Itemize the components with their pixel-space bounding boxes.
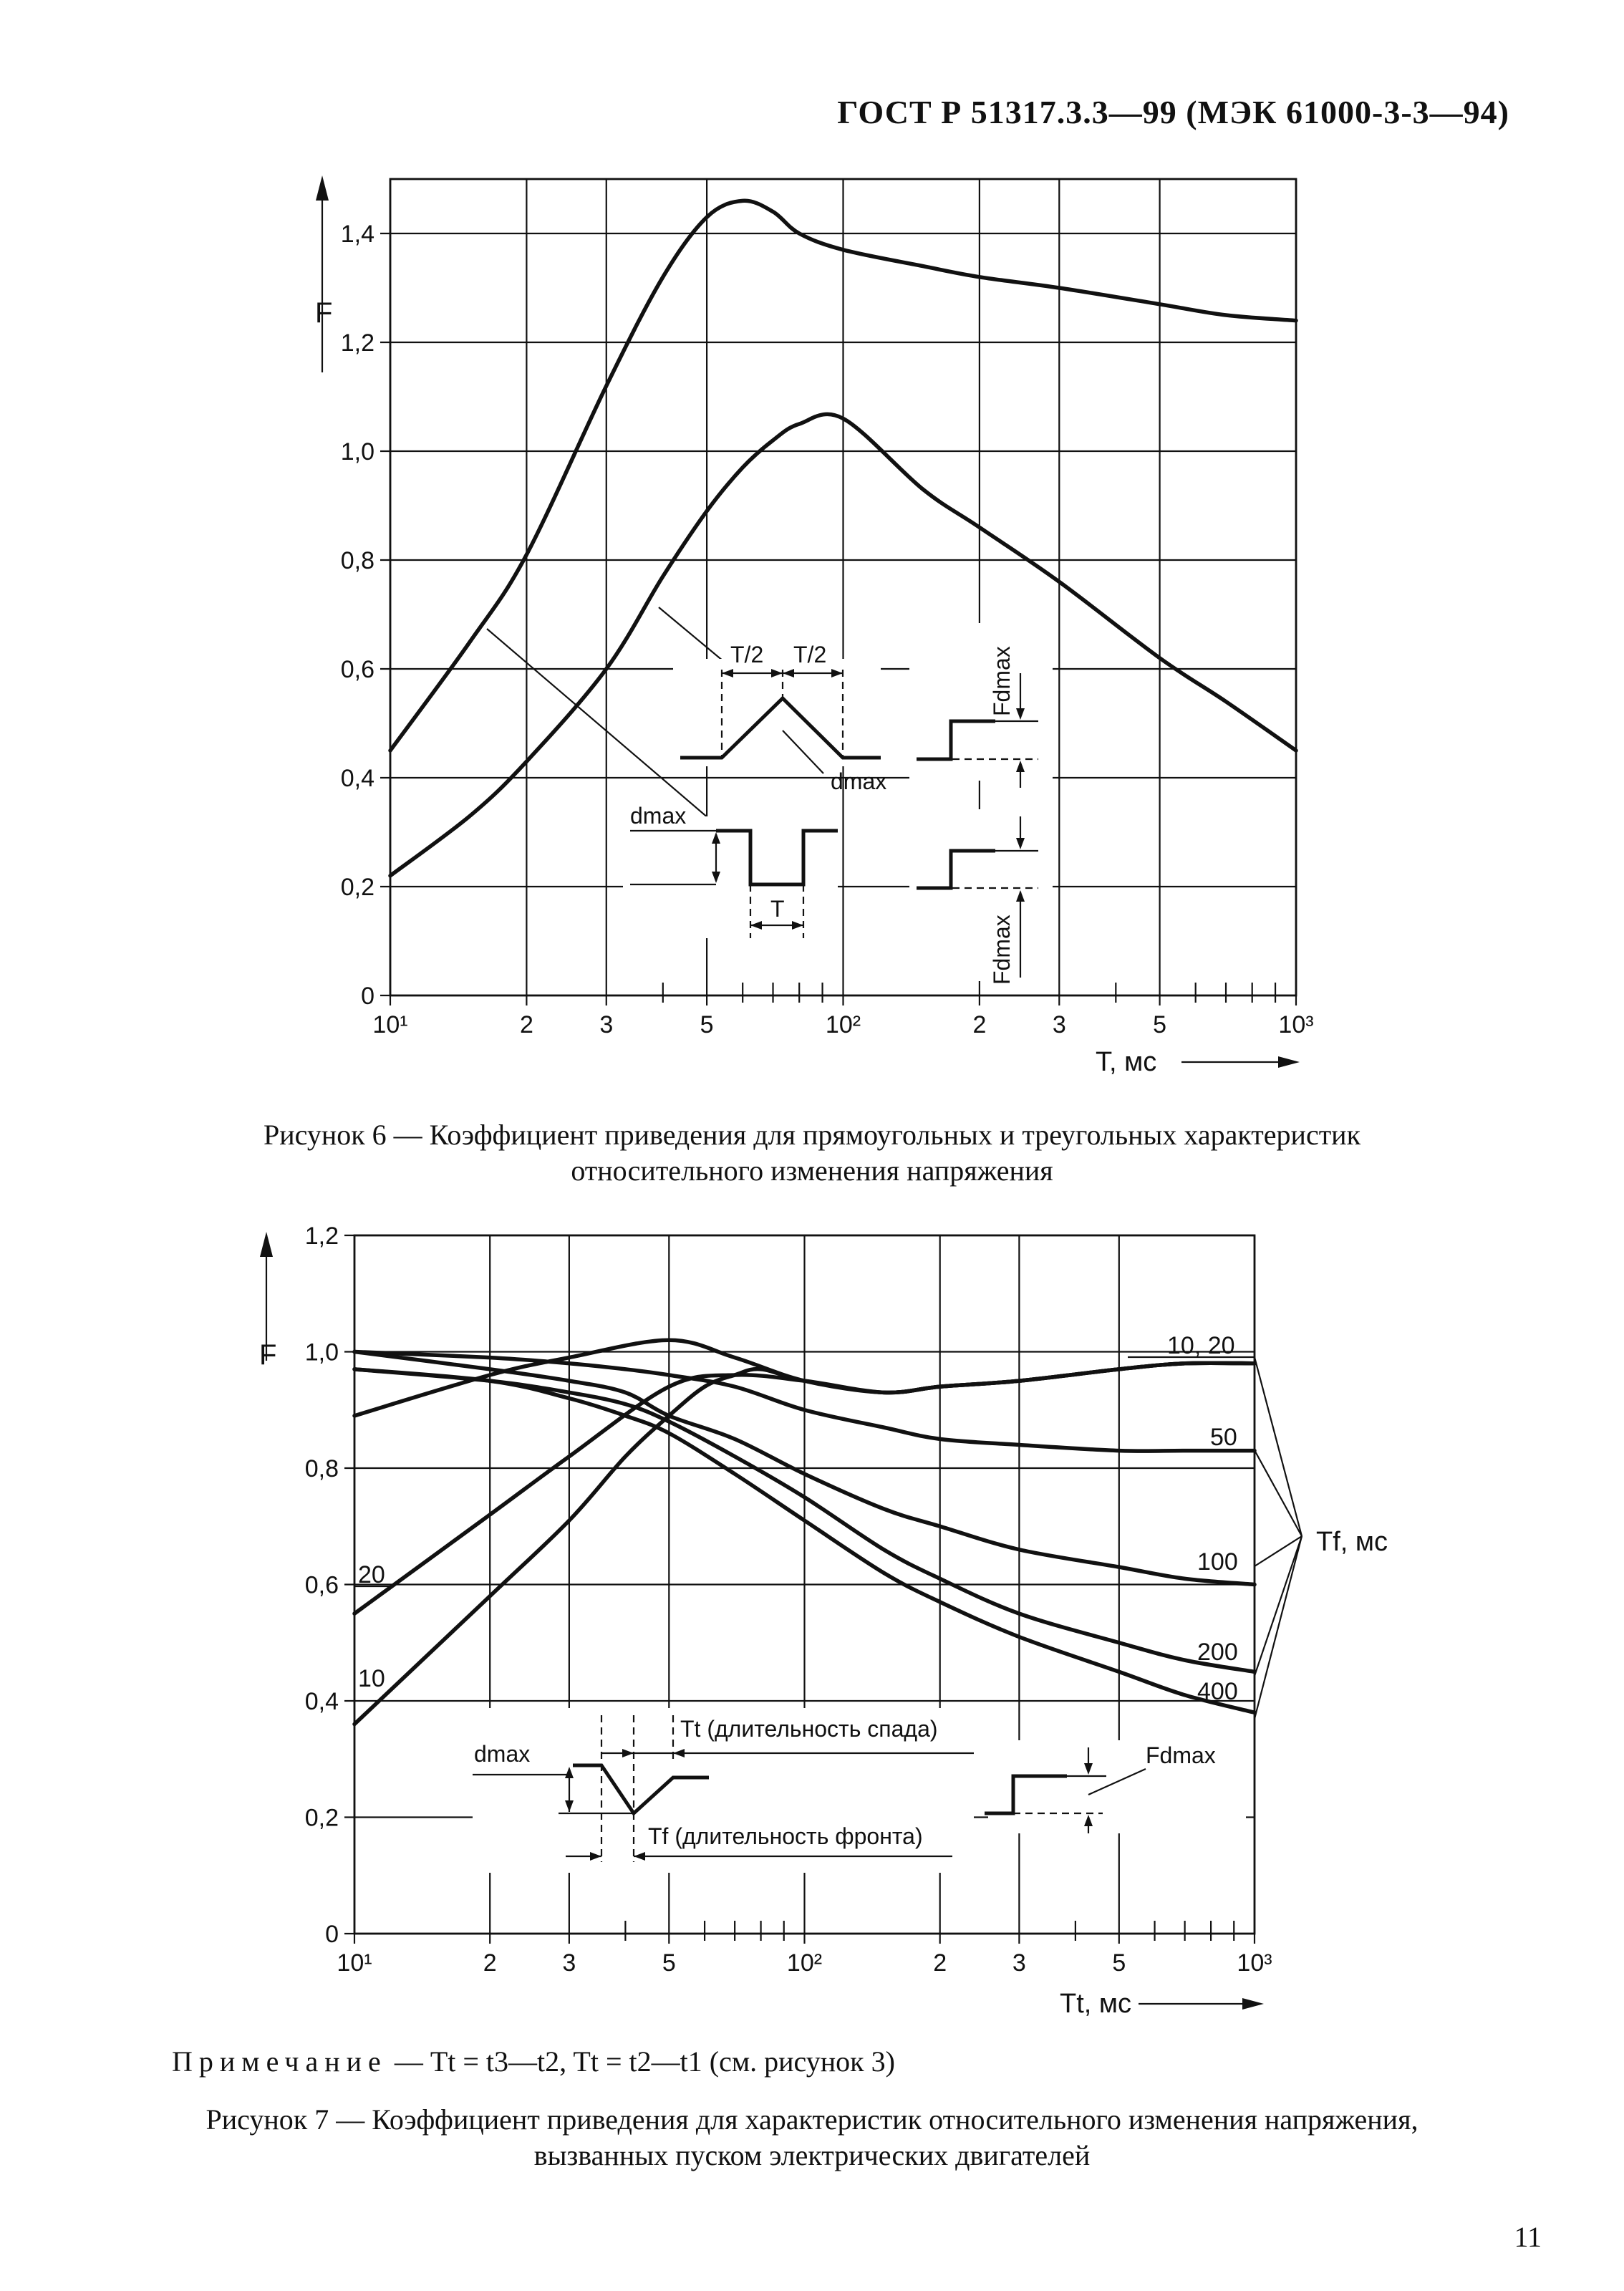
figure-7-chart: 0 0,2 0,4 0,6 0,8 1,0 1,2 10¹ 2 3 5 10² 2 3 5 10³ 10, 20… bbox=[259, 1222, 1388, 2019]
curve-label: 100 bbox=[1197, 1548, 1238, 1576]
x-tick-label: 10³ bbox=[1237, 1949, 1272, 1977]
step-inset: Fdmax bbox=[985, 1740, 1246, 1833]
y-axis-label: F bbox=[315, 297, 332, 329]
x-tick-label: 2 bbox=[933, 1949, 947, 1977]
x-tick-label: 10³ bbox=[1278, 1011, 1313, 1038]
tf-bracket-line bbox=[1253, 1356, 1303, 1537]
step-inset-top: Fdmax bbox=[909, 623, 1053, 788]
y-tick-label: 0 bbox=[361, 983, 374, 1010]
half-period-label: T/2 bbox=[793, 642, 826, 667]
x-tick-label: 5 bbox=[1112, 1949, 1126, 1977]
fdmax-label: Fdmax bbox=[989, 915, 1015, 985]
y-tick-label: 0 bbox=[325, 1921, 339, 1948]
note-label: Примечание bbox=[172, 2045, 387, 2078]
arrow-head-icon bbox=[1278, 1056, 1300, 1068]
figure-6-curves bbox=[388, 198, 1298, 878]
half-period-label: T/2 bbox=[730, 642, 763, 667]
tf-bracket-line bbox=[1254, 1535, 1302, 1567]
triangle-pulse-inset: T/2 T/2 dmax bbox=[673, 642, 886, 794]
x-tick-label: 10¹ bbox=[337, 1949, 372, 1977]
y-tick-label: 1,4 bbox=[341, 221, 374, 248]
arrow-head-icon bbox=[316, 175, 329, 201]
caption-line: Рисунок 7 — Коэффициент приведения для х… bbox=[206, 2103, 1418, 2136]
note-text: — Tt = t3—t2, Tt = t2—t1 (см. рисунок 3) bbox=[387, 2045, 895, 2078]
x-tick-label: 5 bbox=[700, 1011, 714, 1038]
x-tick-label: 3 bbox=[1012, 1949, 1026, 1977]
curve-label: 10 bbox=[358, 1665, 385, 1692]
figure-note: Примечание — Tt = t3—t2, Tt = t2—t1 (см.… bbox=[172, 2045, 895, 2078]
fall-duration-label: Tt (длительность спада) bbox=[680, 1716, 938, 1742]
series-line bbox=[352, 1349, 1257, 1453]
y-tick-label: 0,2 bbox=[341, 874, 374, 901]
page-number: 11 bbox=[1514, 2221, 1542, 2253]
y-tick-label: 1,2 bbox=[305, 1222, 339, 1250]
step-inset-bottom: Fdmax bbox=[909, 809, 1053, 985]
dmax-label: dmax bbox=[831, 768, 886, 794]
tf-bracket-line bbox=[1254, 1450, 1302, 1537]
arrow-head-icon bbox=[260, 1232, 273, 1257]
x-tick-label: 3 bbox=[1053, 1011, 1066, 1038]
leader-line bbox=[486, 628, 724, 831]
series-line bbox=[388, 198, 1298, 753]
y-tick-label: 0,6 bbox=[305, 1572, 339, 1599]
dmax-label: dmax bbox=[630, 803, 686, 829]
x-tick-label: 2 bbox=[520, 1011, 533, 1038]
x-tick-label: 2 bbox=[483, 1949, 497, 1977]
document-header: ГОСТ Р 51317.3.3—99 (МЭК 61000-3-3—94) bbox=[837, 94, 1509, 130]
x-tick-label: 10¹ bbox=[372, 1011, 407, 1038]
figure-6-caption: Рисунок 6 — Коэффициент приведения для п… bbox=[0, 1117, 1624, 1189]
figure-7-tick-labels: 0 0,2 0,4 0,6 0,8 1,0 1,2 10¹ 2 3 5 10² 2 3 5 10³ 10, 20… bbox=[305, 1222, 1272, 1977]
x-axis-label: Tt, мс bbox=[1060, 1989, 1131, 2019]
y-tick-label: 0,2 bbox=[305, 1805, 339, 1832]
series-line bbox=[388, 412, 1298, 878]
fdmax-label: Fdmax bbox=[989, 646, 1015, 716]
tf-axis-label: Tf, мс bbox=[1316, 1527, 1388, 1557]
caption-line: относительного изменения напряжения bbox=[571, 1154, 1053, 1187]
tf-bracket-line bbox=[1253, 1535, 1303, 1677]
curve-label: 20 bbox=[358, 1561, 385, 1588]
curve-label: 10, 20 bbox=[1167, 1332, 1235, 1359]
caption-line: Рисунок 6 — Коэффициент приведения для п… bbox=[263, 1119, 1361, 1151]
series-line bbox=[352, 1367, 1257, 1674]
x-tick-label: 5 bbox=[1153, 1011, 1166, 1038]
x-axis-label: T, мс bbox=[1096, 1047, 1156, 1077]
curve-label: 200 bbox=[1197, 1639, 1238, 1666]
x-tick-label: 10² bbox=[826, 1011, 861, 1038]
x-tick-label: 2 bbox=[972, 1011, 986, 1038]
y-tick-label: 0,8 bbox=[305, 1455, 339, 1482]
y-tick-label: 0,4 bbox=[341, 765, 374, 792]
dmax-label: dmax bbox=[474, 1741, 530, 1767]
motor-start-inset: dmax Tt (длительность спада) Tf (длитель… bbox=[473, 1708, 974, 1873]
figure-7-caption: Рисунок 7 — Коэффициент приведения для х… bbox=[0, 2102, 1624, 2174]
tf-bracket-line bbox=[1253, 1535, 1303, 1720]
y-tick-label: 0,6 bbox=[341, 656, 374, 683]
y-axis-label: F bbox=[259, 1339, 276, 1371]
series-line bbox=[352, 1361, 1257, 1727]
x-tick-label: 5 bbox=[662, 1949, 676, 1977]
x-tick-label: 3 bbox=[599, 1011, 613, 1038]
curve-label: 50 bbox=[1210, 1424, 1237, 1451]
figure-6-tick-labels: 0 0,2 0,4 0,6 0,8 1,0 1,2 1,4 10¹ 2 3 5 10² 2 3 5 10³ bbox=[341, 221, 1314, 1038]
y-tick-label: 0,4 bbox=[305, 1688, 339, 1715]
series-line bbox=[352, 1367, 1257, 1714]
figure-7-curves bbox=[352, 1338, 1257, 1727]
x-tick-label: 3 bbox=[562, 1949, 576, 1977]
caption-line: вызванных пуском электрических двигателе… bbox=[533, 2139, 1091, 2171]
front-duration-label: Tf (длительность фронта) bbox=[648, 1823, 923, 1849]
series-line bbox=[352, 1349, 1257, 1587]
y-tick-label: 1,2 bbox=[341, 329, 374, 357]
y-tick-label: 1,0 bbox=[305, 1339, 339, 1366]
x-tick-label: 10² bbox=[787, 1949, 822, 1977]
period-label: T bbox=[770, 896, 785, 922]
y-tick-label: 1,0 bbox=[341, 438, 374, 466]
rectangle-pulse-inset: dmax T bbox=[623, 803, 838, 938]
fdmax-label: Fdmax bbox=[1146, 1742, 1216, 1768]
arrow-head-icon bbox=[1242, 1998, 1264, 2010]
y-tick-label: 0,8 bbox=[341, 547, 374, 574]
